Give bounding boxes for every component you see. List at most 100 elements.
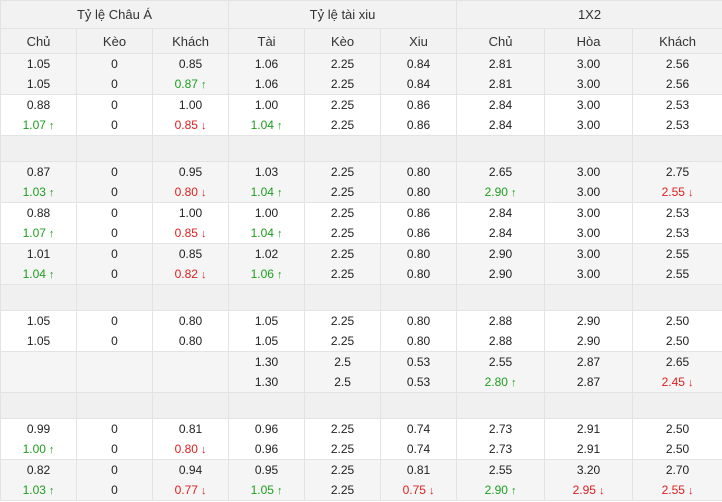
odds-cell[interactable]: 0.96 0.96 <box>228 418 306 460</box>
odds-cell[interactable]: 2.65 2.45 ↓ <box>632 351 722 393</box>
odds-cell[interactable]: 2.5 2.5 <box>304 351 382 393</box>
odds-cell[interactable]: 0.86 0.86 <box>380 94 458 136</box>
odds-cell[interactable]: 0.82 1.03 ↑ <box>0 459 77 501</box>
current-odds: 0 <box>78 223 152 243</box>
odds-cell[interactable]: 3.00 3.00 <box>544 161 634 203</box>
odds-cell[interactable]: 2.56 2.56 <box>632 53 722 95</box>
odds-cell[interactable]: 2.50 2.50 <box>632 310 722 352</box>
odds-cell[interactable]: 0.95 0.80 ↓ <box>151 161 230 203</box>
odds-cell[interactable]: 0.94 0.77 ↓ <box>151 459 230 501</box>
odds-cell[interactable]: 2.88 2.88 <box>456 310 546 352</box>
odds-cell[interactable]: 0.84 0.84 <box>380 53 458 95</box>
odds-cell[interactable]: 3.00 3.00 <box>544 53 634 95</box>
odds-cell[interactable]: 1.02 1.06 ↑ <box>228 243 306 285</box>
current-odds: 2.45 ↓ <box>634 372 722 392</box>
odds-cell[interactable]: 2.25 2.25 <box>304 418 382 460</box>
odds-cell[interactable]: 3.00 3.00 <box>544 94 634 136</box>
odds-value: 2.25 <box>330 226 355 240</box>
odds-cell[interactable]: 2.25 2.25 <box>304 243 382 285</box>
odds-cell[interactable]: 0.53 0.53 <box>380 351 458 393</box>
odds-cell[interactable]: 2.55 2.55 <box>632 243 722 285</box>
current-odds: 0.74 <box>382 439 456 459</box>
odds-cell[interactable]: 2.73 2.73 <box>456 418 546 460</box>
odds-cell[interactable] <box>151 351 230 393</box>
arrow-up-icon: ↑ <box>510 377 517 389</box>
opening-odds: 1.03 <box>230 163 304 183</box>
odds-cell[interactable]: 0.85 0.87 ↑ <box>151 53 230 95</box>
odds-cell[interactable]: 2.53 2.53 <box>632 94 722 136</box>
odds-cell[interactable]: 1.05 1.05 <box>0 53 77 95</box>
odds-cell[interactable]: 0.80 0.80 <box>151 310 230 352</box>
odds-cell[interactable]: 1.05 1.05 <box>228 310 306 352</box>
odds-cell[interactable]: 2.50 2.50 <box>632 418 722 460</box>
odds-cell[interactable]: 2.53 2.53 <box>632 202 722 244</box>
odds-cell[interactable]: 1.30 1.30 <box>228 351 306 393</box>
opening-odds <box>2 353 76 373</box>
odds-cell[interactable]: 0.80 0.80 <box>380 161 458 203</box>
odds-cell[interactable]: 2.25 2.25 <box>304 161 382 203</box>
odds-cell[interactable]: 2.25 2.25 <box>304 459 382 501</box>
over-under-header: Tỷ lệ tài xiu <box>228 0 458 29</box>
odds-cell[interactable]: 2.70 2.55 ↓ <box>632 459 722 501</box>
odds-cell[interactable]: 0.88 1.07 ↑ <box>0 202 77 244</box>
odds-cell[interactable]: 2.55 2.90 ↑ <box>456 459 546 501</box>
odds-cell[interactable]: 2.90 2.90 <box>544 310 634 352</box>
odds-cell[interactable]: 2.65 2.90 ↑ <box>456 161 546 203</box>
odds-cell[interactable]: 2.55 2.80 ↑ <box>456 351 546 393</box>
odds-cell[interactable]: 0.88 1.07 ↑ <box>0 94 77 136</box>
odds-cell[interactable]: 0.80 0.80 <box>380 310 458 352</box>
odds-cell[interactable]: 2.91 2.91 <box>544 418 634 460</box>
odds-cell[interactable]: 1.06 1.06 <box>228 53 306 95</box>
odds-value: 2.84 <box>488 206 513 220</box>
odds-cell[interactable]: 0.81 0.80 ↓ <box>151 418 230 460</box>
odds-cell[interactable]: 3.20 2.95 ↓ <box>544 459 634 501</box>
odds-cell[interactable]: 1.05 1.05 <box>0 310 77 352</box>
odds-cell[interactable]: 2.84 2.84 <box>456 202 546 244</box>
odds-cell[interactable]: 2.25 2.25 <box>304 53 382 95</box>
odds-cell[interactable]: 2.25 2.25 <box>304 202 382 244</box>
odds-value: 3.00 <box>576 77 601 91</box>
odds-cell[interactable] <box>0 351 77 393</box>
odds-cell[interactable]: 1.03 1.04 ↑ <box>228 161 306 203</box>
odds-cell[interactable]: 1.00 1.04 ↑ <box>228 202 306 244</box>
odds-cell[interactable]: 0.95 1.05 ↑ <box>228 459 306 501</box>
odds-cell[interactable]: 0.86 0.86 <box>380 202 458 244</box>
odds-cell[interactable]: 0.80 0.80 <box>380 243 458 285</box>
odds-value: 2.90 <box>484 185 508 199</box>
odds-cell[interactable]: 2.84 2.84 <box>456 94 546 136</box>
odds-cell[interactable]: 2.25 2.25 <box>304 94 382 136</box>
odds-value: 0.80 <box>406 247 431 261</box>
odds-cell[interactable]: 0.74 0.74 <box>380 418 458 460</box>
odds-cell[interactable] <box>76 351 153 393</box>
odds-body: 1.05 1.05 0 0 0.85 0.87 ↑ 1.06 1.06 2.25 2.25 0.84 0… <box>0 53 722 501</box>
odds-cell[interactable]: 1.01 1.04 ↑ <box>0 243 77 285</box>
odds-value: 2.81 <box>488 57 513 71</box>
odds-cell[interactable]: 1.00 1.04 ↑ <box>228 94 306 136</box>
separator-cell <box>151 392 230 419</box>
odds-cell[interactable]: 3.00 3.00 <box>544 243 634 285</box>
odds-cell[interactable]: 2.81 2.81 <box>456 53 546 95</box>
odds-cell[interactable]: 0.99 1.00 ↑ <box>0 418 77 460</box>
odds-value: 0 <box>111 442 118 456</box>
odds-cell[interactable]: 3.00 3.00 <box>544 202 634 244</box>
odds-cell[interactable]: 2.75 2.55 ↓ <box>632 161 722 203</box>
odds-cell[interactable]: 0.87 1.03 ↑ <box>0 161 77 203</box>
current-odds: 0 <box>78 331 152 351</box>
odds-cell[interactable]: 0.85 0.82 ↓ <box>151 243 230 285</box>
odds-cell[interactable]: 2.87 2.87 <box>544 351 634 393</box>
odds-cell[interactable]: 1.00 0.85 ↓ <box>151 202 230 244</box>
odds-cell[interactable]: 0.81 0.75 ↓ <box>380 459 458 501</box>
odds-cell[interactable]: 2.25 2.25 <box>304 310 382 352</box>
arrow-down-icon: ↓ <box>200 187 207 199</box>
odds-cell[interactable]: 1.00 0.85 ↓ <box>151 94 230 136</box>
odds-cell[interactable]: 2.90 2.90 <box>456 243 546 285</box>
odds-value: 0.86 <box>406 206 431 220</box>
